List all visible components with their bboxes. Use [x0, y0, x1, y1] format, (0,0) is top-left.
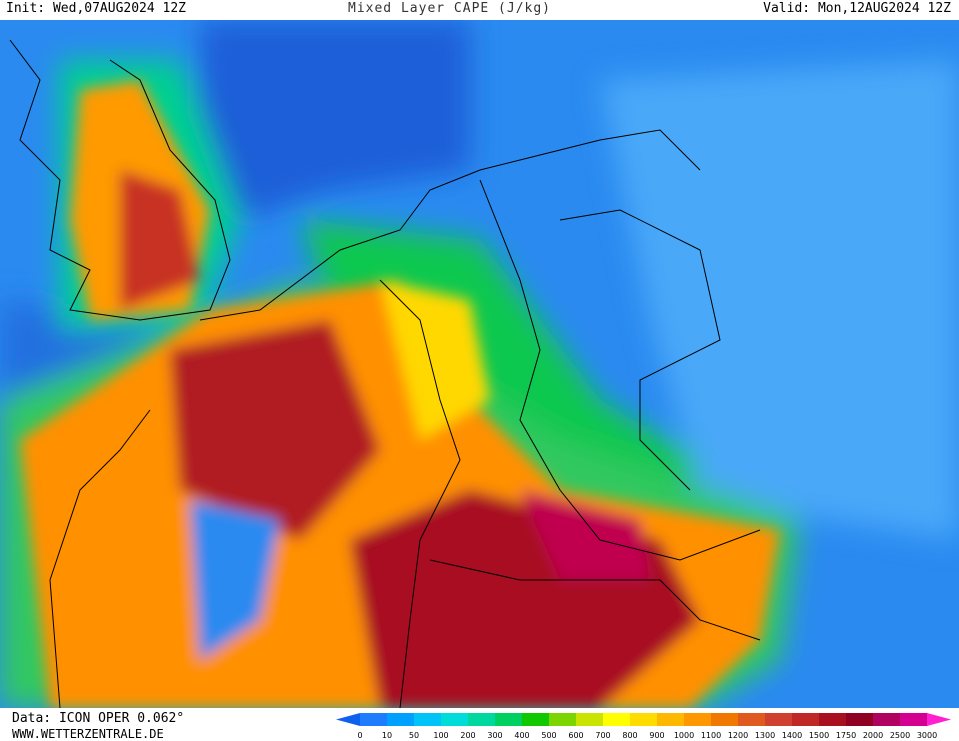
colorbar-box [765, 713, 792, 726]
colorbar-label: 2000 [863, 731, 883, 740]
colorbar-under [336, 713, 360, 726]
colorbar-label: 100 [433, 731, 448, 740]
colorbar-over [927, 713, 951, 726]
colorbar-label: 300 [487, 731, 502, 740]
init-time: Init: Wed,07AUG2024 12Z [6, 1, 187, 16]
colorbar-box [738, 713, 765, 726]
colorbar-box [900, 713, 927, 726]
colorbar-box [468, 713, 495, 726]
colorbar-box [873, 713, 900, 726]
colorbar-label: 3000 [917, 731, 937, 740]
colorbar-label: 1750 [836, 731, 856, 740]
colorbar-box [360, 713, 387, 726]
colorbar-label: 700 [595, 731, 610, 740]
colorbar-box [549, 713, 576, 726]
colorbar-label: 1100 [701, 731, 721, 740]
colorbar-label: 1200 [728, 731, 748, 740]
colorbar-label: 900 [649, 731, 664, 740]
colorbar-box [684, 713, 711, 726]
colorbar-box [792, 713, 819, 726]
colorbar-box [846, 713, 873, 726]
colorbar: 0 10 50 100 200 300 400 500 600 700 800 900 1000 1100… [336, 713, 951, 740]
colorbar-label: 400 [514, 731, 529, 740]
colorbar-box [576, 713, 603, 726]
colorbar-label: 1000 [674, 731, 694, 740]
map-title: Mixed Layer CAPE (J/kg) [348, 1, 552, 16]
colorbar-box [414, 713, 441, 726]
colorbar-label: 50 [409, 731, 419, 740]
data-source: Data: ICON OPER 0.062° [12, 711, 185, 726]
colorbar-box [657, 713, 684, 726]
colorbar-box [603, 713, 630, 726]
colorbar-box [711, 713, 738, 726]
colorbar-label: 500 [541, 731, 556, 740]
colorbar-box [387, 713, 414, 726]
colorbar-box [819, 713, 846, 726]
colorbar-label: 800 [622, 731, 637, 740]
colorbar-label: 2500 [890, 731, 910, 740]
colorbar-label: 0 [357, 731, 362, 740]
colorbar-label: 1500 [809, 731, 829, 740]
colorbar-box [495, 713, 522, 726]
colorbar-box [522, 713, 549, 726]
colorbar-label: 1400 [782, 731, 802, 740]
colorbar-label: 10 [382, 731, 392, 740]
valid-time: Valid: Mon,12AUG2024 12Z [763, 1, 951, 16]
colorbar-box [441, 713, 468, 726]
colorbar-label: 1300 [755, 731, 775, 740]
colorbar-label: 200 [460, 731, 475, 740]
colorbar-label: 600 [568, 731, 583, 740]
colorbar-box [630, 713, 657, 726]
map [0, 20, 959, 708]
website: WWW.WETTERZENTRALE.DE [12, 727, 164, 741]
